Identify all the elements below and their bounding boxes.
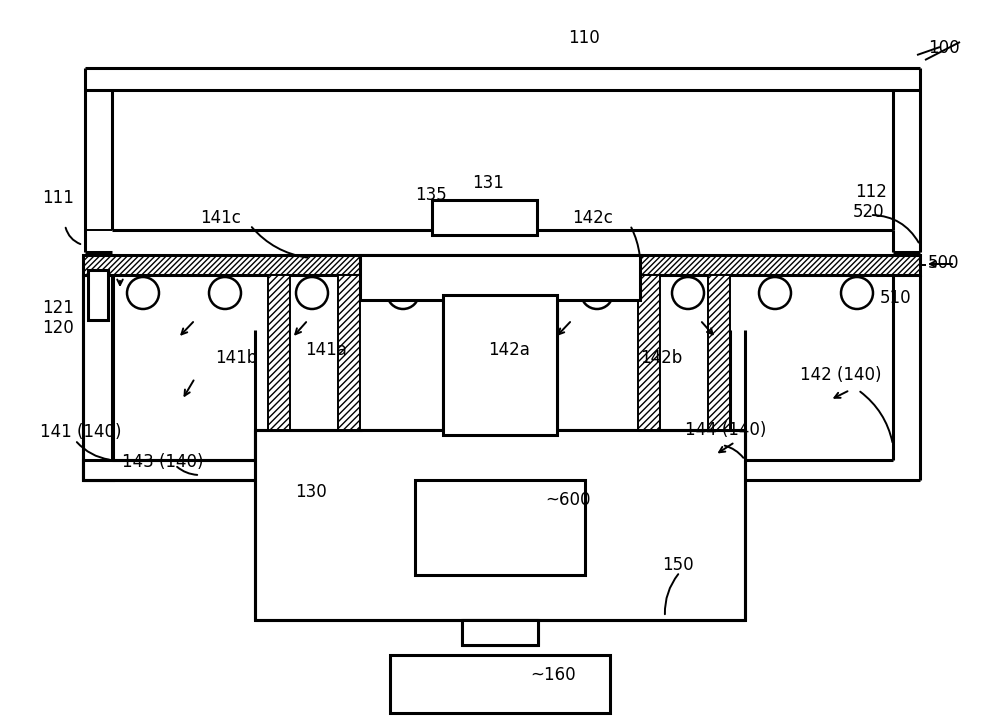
Text: 112: 112 (855, 183, 887, 201)
Text: 141a: 141a (305, 341, 347, 359)
Text: 142c: 142c (572, 209, 613, 227)
Bar (88, 270, 108, 320)
Text: 144 (140): 144 (140) (685, 421, 766, 439)
Bar (360, 255, 640, 300)
Text: 130: 130 (295, 483, 327, 501)
Text: 141 (140): 141 (140) (40, 423, 122, 441)
Text: 142a: 142a (488, 341, 530, 359)
Bar (708, 275, 730, 430)
Bar (390, 655, 610, 713)
Text: 100: 100 (928, 39, 960, 57)
Text: ~600: ~600 (545, 491, 590, 509)
Bar (432, 200, 537, 235)
Text: 141c: 141c (200, 209, 241, 227)
Text: 141b: 141b (215, 349, 257, 367)
Text: 111: 111 (42, 189, 74, 207)
Text: 142 (140): 142 (140) (800, 366, 882, 384)
Text: 110: 110 (568, 29, 600, 47)
Bar (83, 460, 271, 480)
Bar (255, 430, 745, 620)
Text: ~160: ~160 (530, 666, 576, 684)
Text: 135: 135 (415, 186, 447, 204)
Text: 500: 500 (928, 254, 960, 272)
Bar (462, 620, 538, 645)
Text: 143 (140): 143 (140) (122, 453, 204, 471)
Bar (415, 480, 585, 575)
Text: 510: 510 (880, 289, 912, 307)
Text: 520: 520 (853, 203, 885, 221)
Text: 150: 150 (662, 556, 694, 574)
Bar (638, 275, 660, 430)
Bar (83, 255, 920, 275)
Bar (268, 275, 290, 430)
Text: 142b: 142b (640, 349, 682, 367)
Bar (338, 275, 360, 430)
Text: 121: 121 (42, 299, 74, 317)
Bar (83, 275, 113, 480)
Text: 120: 120 (42, 319, 74, 337)
Text: 131: 131 (472, 174, 504, 192)
Bar (443, 295, 557, 435)
